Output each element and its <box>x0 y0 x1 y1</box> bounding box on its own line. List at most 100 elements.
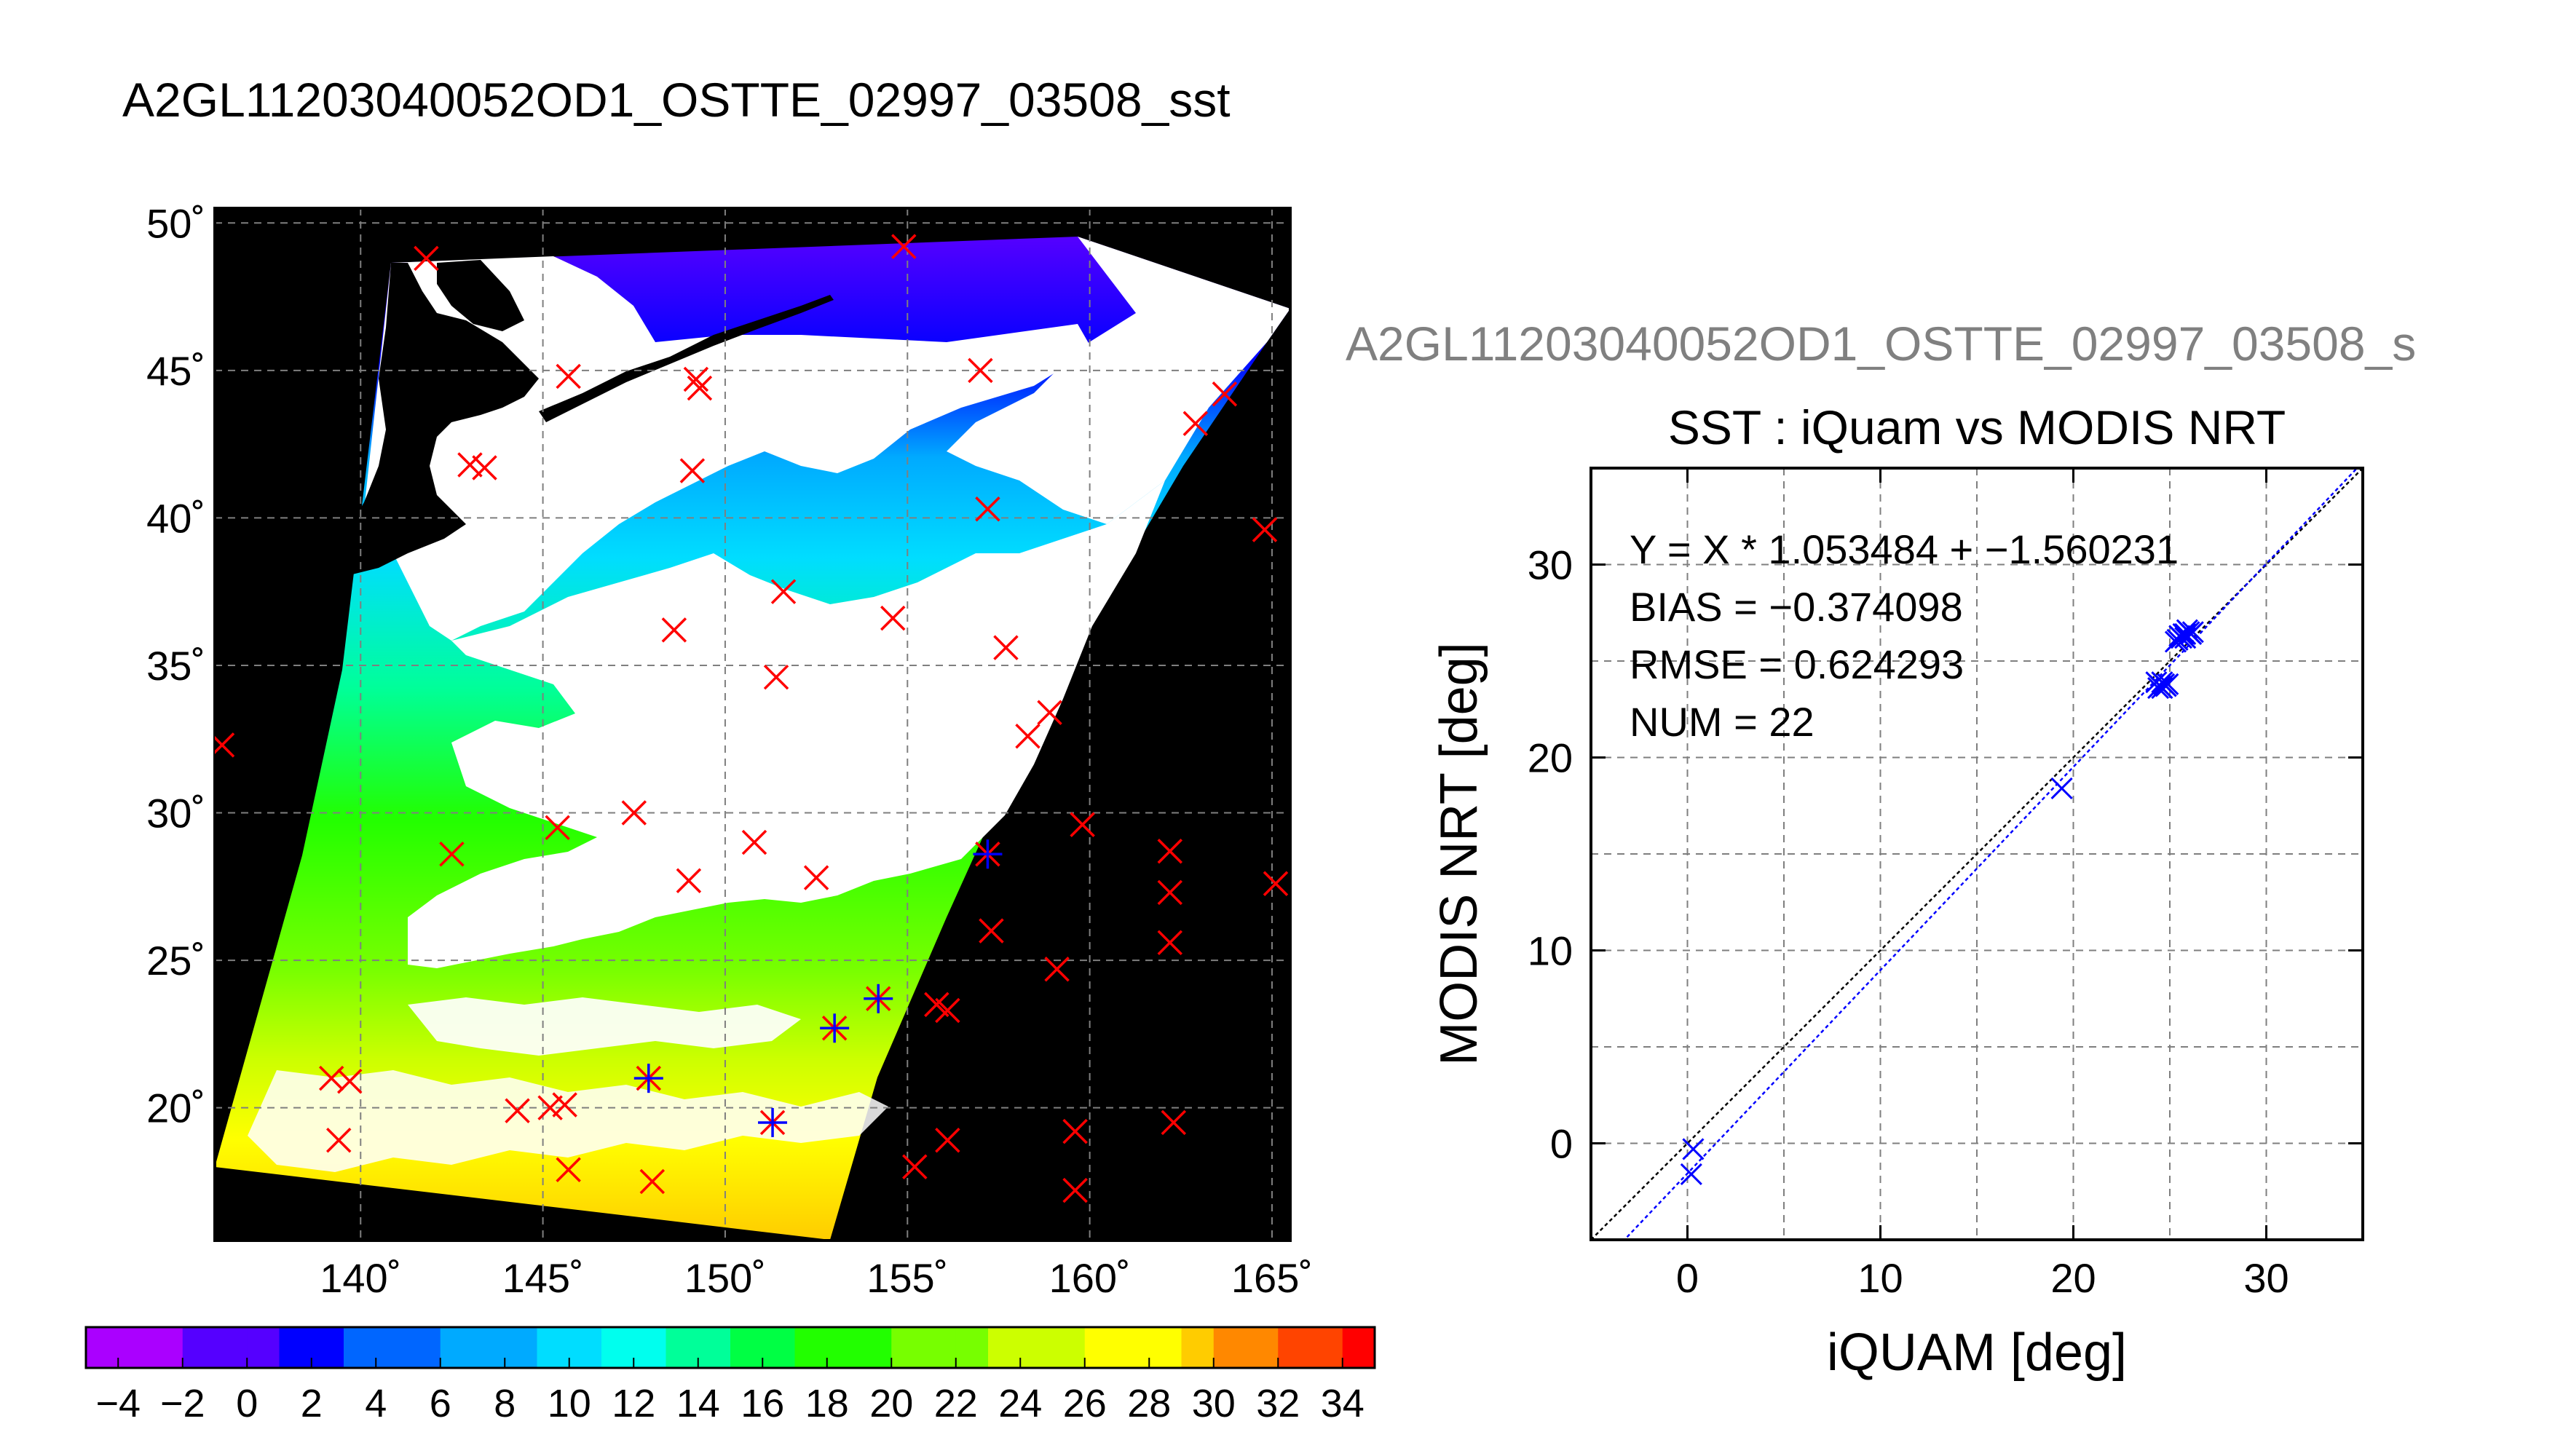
colorbar-cell <box>1310 1327 1343 1368</box>
iquam-marker <box>1182 411 1209 436</box>
colorbar-tick-label: 22 <box>934 1382 978 1425</box>
map-y-tick-label: 30˚ <box>146 791 205 836</box>
colorbar-cell <box>279 1327 312 1368</box>
annotation-rmse: RMSE = 0.624293 <box>1630 641 1964 687</box>
scatter-y-tick-label: 10 <box>1528 928 1573 974</box>
colorbar-cell <box>408 1327 441 1368</box>
matchup-markers <box>633 839 1003 1137</box>
iquam-marker <box>741 829 767 855</box>
colorbar-cell <box>311 1327 344 1368</box>
colorbar-tick-label: 34 <box>1321 1382 1365 1425</box>
iquam-marker <box>215 732 235 758</box>
colorbar-cell <box>1342 1327 1375 1368</box>
iquam-marker <box>1212 381 1238 407</box>
iquam-marker <box>687 375 713 401</box>
colorbar-cell <box>1181 1327 1215 1368</box>
iquam-marker <box>621 800 647 826</box>
land-sakhalin <box>437 260 524 331</box>
annotation-num: NUM = 22 <box>1630 699 1814 745</box>
map-frame <box>213 207 1292 1242</box>
iquam-marker <box>337 1068 363 1094</box>
scatter-point <box>2050 777 2073 799</box>
colorbar-cell <box>988 1327 1021 1368</box>
matchup-marker <box>973 839 1003 869</box>
iquam-marker <box>902 1154 928 1179</box>
colorbar-cell <box>150 1327 183 1368</box>
iquam-marker <box>661 617 687 643</box>
iquam-marker <box>1015 723 1040 749</box>
map-x-tick-label: 150˚ <box>684 1255 766 1301</box>
map-title: A2GL11203040052OD1_OSTTE_02997_03508_sst <box>122 73 1231 127</box>
cloud-mask <box>408 480 1165 968</box>
cloud-mask <box>408 997 801 1056</box>
colorbar-cell <box>344 1327 376 1368</box>
iquam-marker <box>891 234 917 259</box>
colorbar-tick-label: 8 <box>494 1382 516 1425</box>
colorbar-tick-label: 16 <box>741 1382 784 1425</box>
matchup-marker <box>758 1107 788 1137</box>
iquam-marker <box>683 366 709 392</box>
colorbar-tick-label: 18 <box>805 1382 849 1425</box>
colorbar-cell <box>633 1327 666 1368</box>
matchup-marker <box>633 1064 663 1093</box>
colorbar-tick-label: 32 <box>1256 1382 1300 1425</box>
colorbar-tick-label: 30 <box>1192 1382 1236 1425</box>
iquam-marker <box>1070 812 1095 837</box>
cloud-mask <box>248 1070 888 1172</box>
iquam-marker <box>880 605 906 631</box>
scatter-y-tick-label: 30 <box>1528 542 1573 588</box>
colorbar-cell <box>794 1327 828 1368</box>
map-y-tick-labels: 20˚ 25˚ 30˚ 35˚ 40˚ 45˚ 50˚ <box>146 200 205 1131</box>
scatter-plot: 0 10 20 30 0 10 20 30 Y = X * 1.053484 + −1.56… <box>1528 467 2364 1301</box>
iquam-marker <box>1157 838 1183 864</box>
scatter-y-tick-labels: 0 10 20 30 <box>1528 542 2363 1167</box>
scatter-x-tick-label: 30 <box>2243 1255 2289 1301</box>
iquam-marker <box>439 842 465 867</box>
colorbar-cell <box>891 1327 924 1368</box>
map-y-tick-label: 50˚ <box>146 200 205 246</box>
colorbar-cell <box>1084 1327 1118 1368</box>
colorbar-cell <box>569 1327 602 1368</box>
colorbar-cell <box>118 1327 151 1368</box>
iquam-marker <box>763 664 789 690</box>
colorbar-cell <box>215 1327 248 1368</box>
scatter-y-tick-label: 0 <box>1550 1121 1573 1167</box>
iquam-marker <box>975 496 1000 522</box>
iquam-marker <box>676 868 702 893</box>
colorbar-tick-label: 10 <box>548 1382 591 1425</box>
iquam-marker <box>537 1095 563 1120</box>
scatter-point <box>2174 622 2197 645</box>
colorbar-tick-label: −2 <box>160 1382 205 1425</box>
iquam-marker <box>1157 879 1183 906</box>
iquam-marker <box>556 1157 581 1183</box>
colorbar-tick-label: 26 <box>1063 1382 1107 1425</box>
map-x-tick-label: 155˚ <box>866 1255 948 1301</box>
iquam-marker <box>505 1098 530 1123</box>
colorbar-cell <box>505 1327 537 1368</box>
matchup-marker <box>820 1013 850 1043</box>
iquam-marker <box>552 1092 577 1117</box>
scatter-supertitle: A2GL11203040052OD1_OSTTE_02997_03508_s <box>1346 317 2416 371</box>
map-y-tick-label: 45˚ <box>146 348 205 394</box>
colorbar-ticks: −4 −2 0 2 4 6 8 10 12 14 16 18 20 22 24 26 28 30 32 34 <box>95 1358 1365 1425</box>
scatter-point <box>2181 621 2204 644</box>
colorbar-tick-label: 24 <box>998 1382 1042 1425</box>
scatter-point <box>1682 1138 1705 1160</box>
sst-map: 140˚ 145˚ 150˚ 155˚ 160˚ 165˚ 20˚ 25˚ 30˚ 35˚ 40˚… <box>146 200 1313 1301</box>
iquam-marker <box>993 635 1019 660</box>
colorbar-tick-label: 6 <box>430 1382 451 1425</box>
colorbar-cell <box>923 1327 957 1368</box>
colorbar-cell <box>1117 1327 1150 1368</box>
colorbar-cell <box>1149 1327 1182 1368</box>
map-x-tick-label: 160˚ <box>1049 1255 1131 1301</box>
iquam-marker <box>770 579 797 604</box>
land-japan <box>342 263 539 575</box>
iquam-marker <box>472 455 497 480</box>
iquam-marker <box>968 357 993 384</box>
iquam-marker <box>1157 930 1183 956</box>
colorbar-tick-label: 12 <box>612 1382 655 1425</box>
scatter-x-tick-labels: 0 10 20 30 <box>1676 468 2289 1301</box>
iquam-markers <box>215 234 1289 1203</box>
map-x-tick-label: 140˚ <box>320 1255 401 1301</box>
iquam-marker <box>1263 871 1289 897</box>
